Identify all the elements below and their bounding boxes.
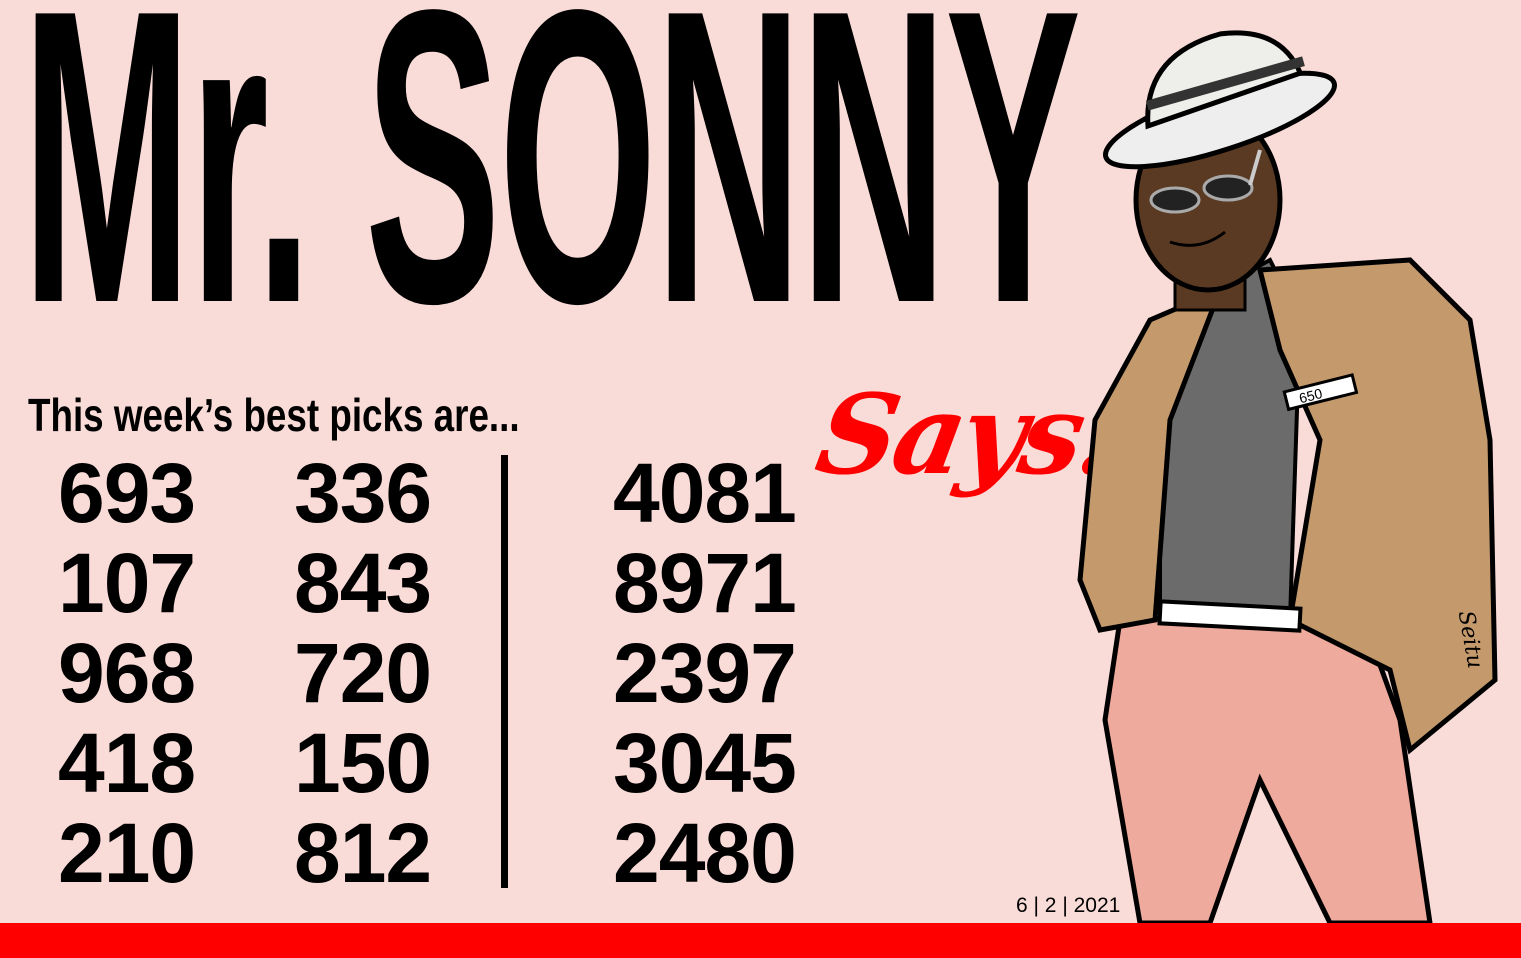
picks-column-2: 336 843 720 150 812 [294,446,432,900]
pick-number: 2480 [613,806,797,900]
pick-number: 3045 [613,716,797,810]
pick-number: 150 [294,716,432,810]
pick-number: 418 [58,716,196,810]
picks-column-1: 693 107 968 418 210 [58,446,196,900]
pick-number: 812 [294,806,432,900]
pick-number: 336 [294,446,432,540]
jacket [1077,285,1225,633]
pocket-card-text: 650 [1297,385,1324,406]
pick-number: 4081 [613,446,797,540]
mr-sonny-illustration: 650 Seitu [1077,30,1498,923]
pick-number: 2397 [613,626,797,720]
sunglasses [1149,186,1201,214]
column-divider [501,455,508,888]
pick-number: 720 [294,626,432,720]
subtitle: This week’s best picks are... [28,389,520,441]
main-title: Mr. SONNY [22,0,1081,390]
picks-column-4digit: 4081 8971 2397 3045 2480 [613,446,797,900]
pick-number: 843 [294,536,432,630]
date: 6 | 2 | 2021 [1016,894,1121,917]
pick-number: 8971 [613,536,797,630]
pick-number: 107 [58,536,196,630]
bottom-red-bar [0,923,1521,958]
pick-number: 693 [58,446,196,540]
pick-number: 210 [58,806,196,900]
pick-number: 968 [58,626,196,720]
belt [1157,599,1303,633]
